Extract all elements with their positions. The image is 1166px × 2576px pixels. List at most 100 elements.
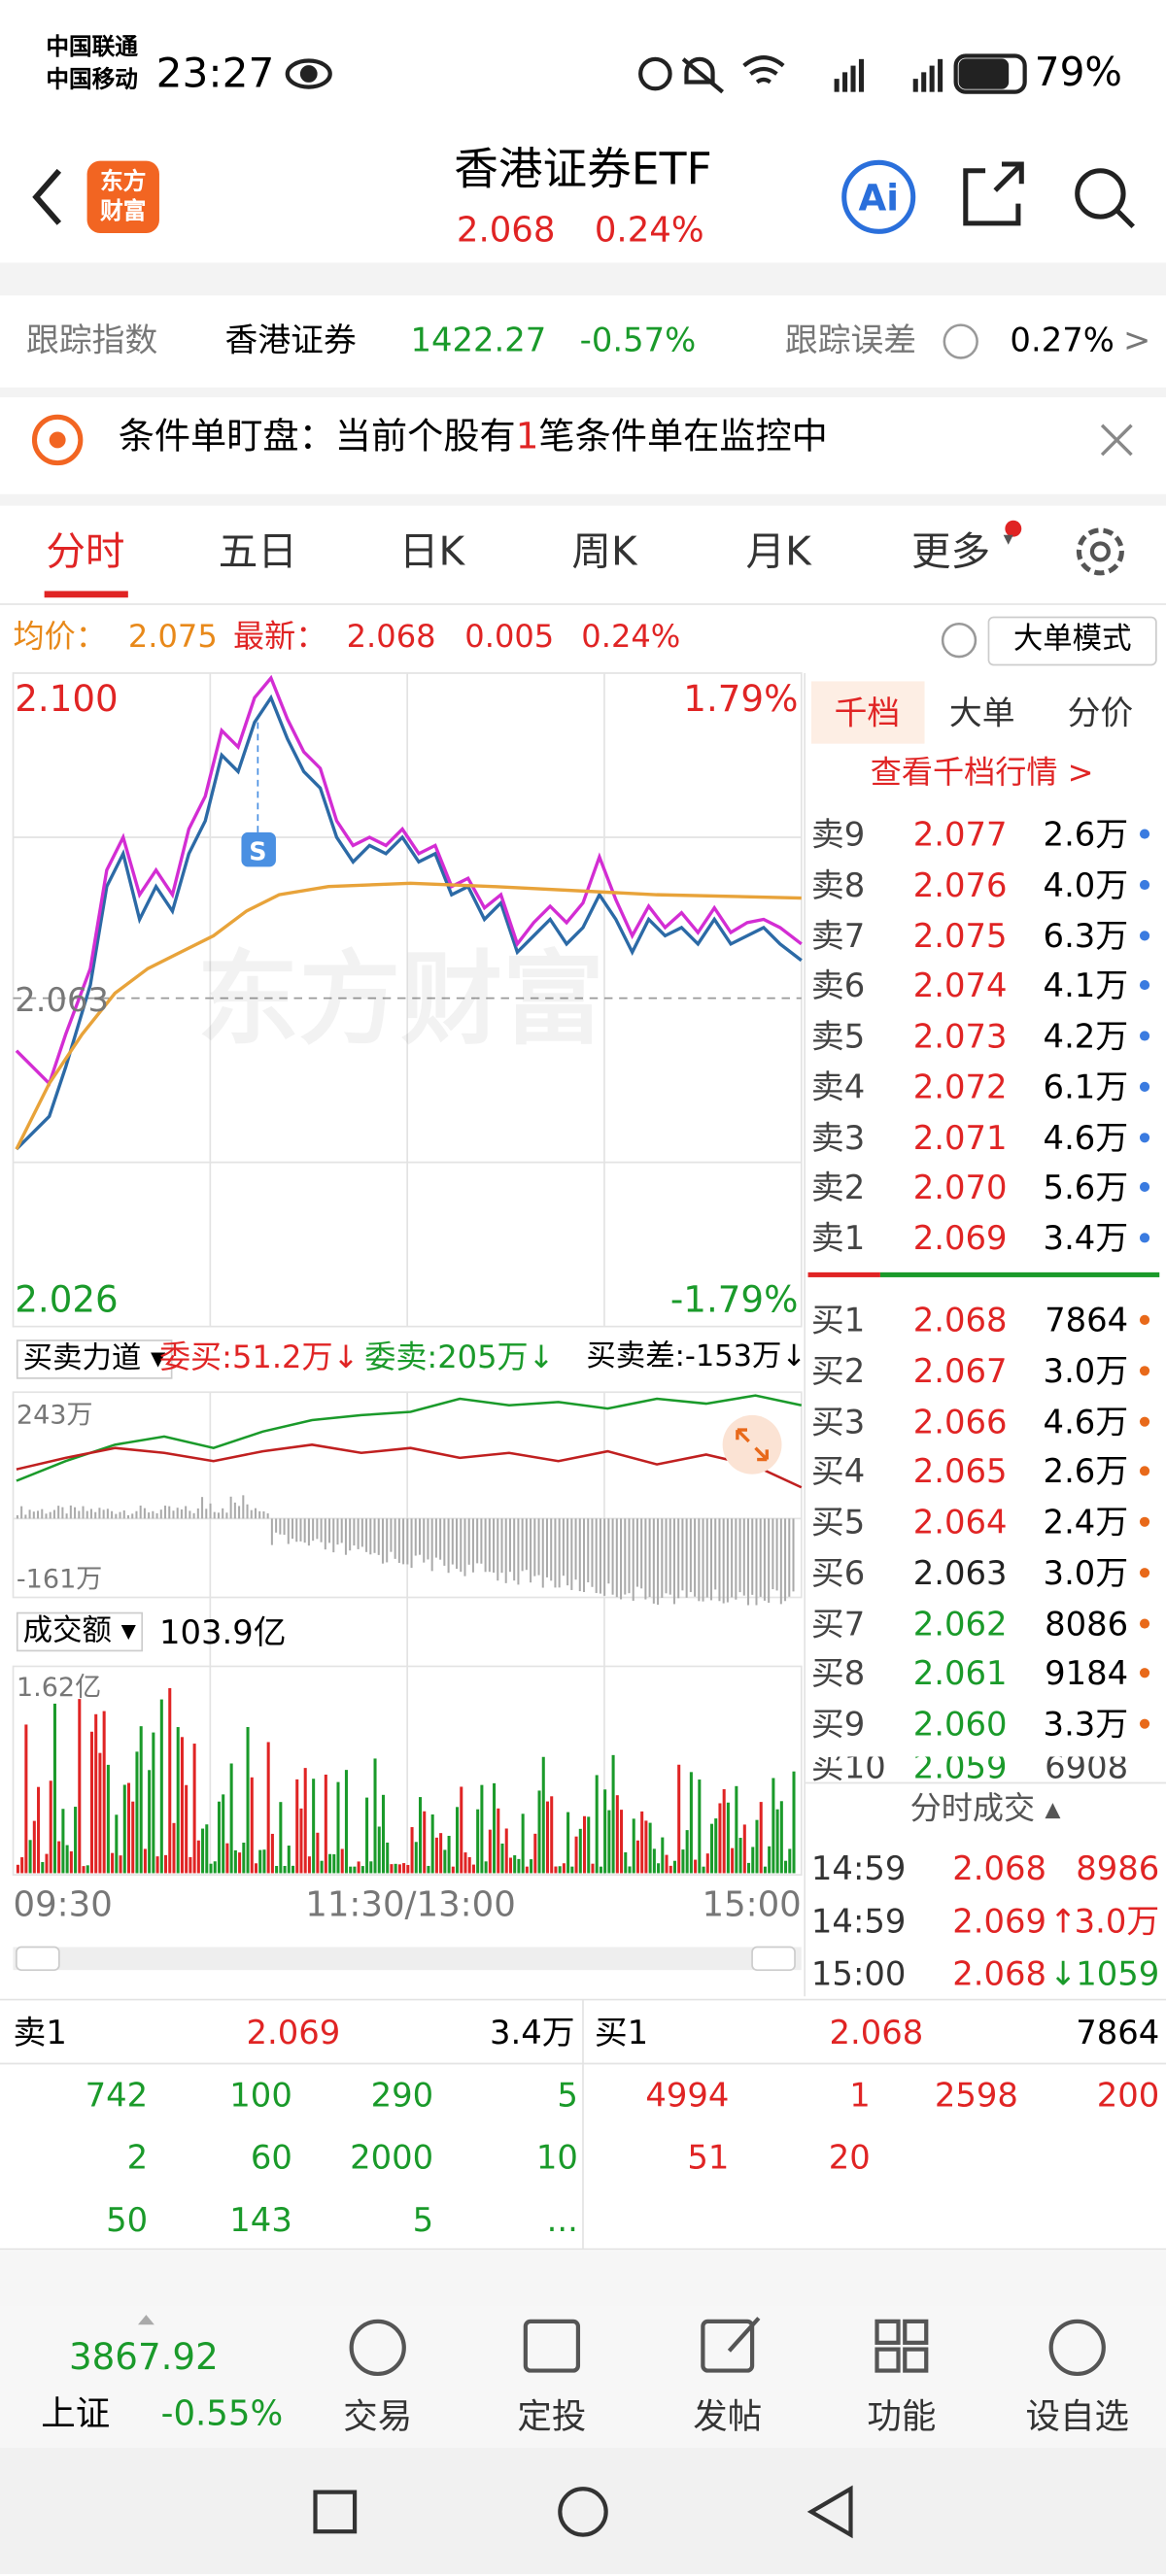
time-label: 15:00 (702, 1884, 802, 1924)
flow-bar (299, 1518, 302, 1542)
flow-bar (340, 1518, 343, 1543)
flow-bar (205, 1508, 208, 1519)
volume: 4.6万 (1043, 1401, 1129, 1441)
book-tab[interactable]: 大单 (948, 693, 1015, 732)
flow-bar (694, 1518, 697, 1597)
mode[interactable]: 大单模式 (1012, 622, 1132, 658)
volume-bar (185, 1784, 189, 1874)
price: 2.059 (912, 1756, 1008, 1781)
volume-bar (632, 1818, 635, 1874)
flow-selector[interactable]: 买卖力道 ▾ (16, 1339, 173, 1379)
share-button[interactable] (963, 161, 1024, 226)
dot (1139, 1365, 1150, 1375)
trades-title[interactable]: 分时成交 ▴ (909, 1790, 1061, 1828)
flow-bar (792, 1518, 795, 1592)
volume-bar (295, 1779, 299, 1874)
flow-bar (353, 1518, 356, 1546)
flow-bar (126, 1514, 130, 1519)
tab[interactable]: 分时 (46, 528, 125, 575)
level: 卖6 (810, 966, 866, 1005)
volume-bar (340, 1848, 344, 1874)
volume: 5.6万 (1043, 1168, 1129, 1207)
flow-bar (591, 1518, 594, 1587)
volume-bar (558, 1866, 562, 1874)
flow-bar (554, 1518, 557, 1588)
price: 2.068 (912, 1300, 1008, 1340)
flow-bar (250, 1509, 253, 1519)
mode-button[interactable] (987, 616, 1157, 666)
flow-bar (189, 1510, 191, 1519)
volume-selector[interactable]: 成交额 ▾ (16, 1611, 143, 1652)
volume-bar (521, 1813, 525, 1874)
volume-bar (463, 1852, 467, 1874)
nav-item[interactable]: 功能 (867, 2396, 937, 2437)
flow-bar (69, 1505, 72, 1519)
level: 买3 (810, 1401, 866, 1441)
search-button[interactable] (1075, 168, 1126, 220)
vol: 7864 (1076, 2013, 1160, 2052)
volume-bar (759, 1802, 763, 1874)
volume-bar (122, 1784, 126, 1874)
nav-item[interactable]: 发帖 (693, 2396, 763, 2437)
volume-bar (397, 1864, 401, 1874)
settings[interactable] (1076, 527, 1124, 576)
volume-bar (168, 1687, 172, 1874)
volume-bar (488, 1829, 492, 1874)
ai-button[interactable] (841, 159, 916, 234)
flow-bar (155, 1512, 158, 1519)
dot (1139, 1031, 1150, 1041)
volume-bar (283, 1865, 287, 1874)
direction: ↓ (1049, 1953, 1078, 1993)
flow-bar (365, 1518, 368, 1552)
flow-bar (312, 1518, 315, 1542)
tab[interactable]: 日K (398, 528, 465, 575)
book-tab[interactable]: 千档 (834, 693, 901, 732)
link[interactable]: 查看千档行情 > (870, 755, 1094, 792)
nav-item[interactable]: 定投 (517, 2396, 587, 2437)
nav-item[interactable]: 交易 (343, 2396, 413, 2437)
volume-bar (500, 1843, 504, 1874)
change: -0.57% (579, 320, 697, 360)
volume-bar (427, 1865, 430, 1874)
nav-item[interactable]: 设自选 (1025, 2396, 1129, 2437)
label: 均价： (13, 619, 107, 656)
signal-label: S (249, 837, 266, 866)
flow-bar (225, 1512, 228, 1519)
tab[interactable]: 月K (745, 528, 811, 575)
back-button[interactable] (32, 168, 62, 225)
battery: 79% (1034, 49, 1122, 96)
volume-bar (755, 1819, 759, 1874)
flow-bar (287, 1518, 290, 1544)
flow-bar (390, 1518, 393, 1552)
volume-bar (772, 1778, 775, 1874)
flow-bar (624, 1518, 627, 1595)
book-tab[interactable]: 分价 (1067, 693, 1134, 732)
change: 0.005 (464, 619, 555, 656)
volume-bar (447, 1836, 451, 1874)
index-value[interactable]: 3867.92 (68, 2337, 219, 2380)
logo (86, 160, 159, 234)
volume-bar (32, 1820, 36, 1874)
nav-icons (313, 2317, 1106, 2539)
volume-bar (705, 1853, 709, 1874)
flow-bar (164, 1506, 167, 1519)
tab[interactable]: 周K (571, 528, 637, 575)
flow-bar (254, 1508, 257, 1519)
flow-bar (726, 1518, 729, 1603)
volume-bar (603, 1789, 607, 1874)
banner[interactable]: 条件单盯盘：当前个股有1笔条件单在监控中 (119, 420, 828, 457)
volume-bar (324, 1774, 327, 1874)
flow-bar (316, 1518, 319, 1540)
tab[interactable]: 更多 (911, 528, 991, 575)
tab[interactable]: 五日 (218, 528, 297, 575)
level: 卖8 (810, 864, 866, 904)
value: 1422.27 (410, 320, 547, 360)
volume-bar (373, 1758, 377, 1874)
order: 100 (229, 2075, 292, 2115)
flow-bar (447, 1518, 450, 1574)
flow-bar (65, 1513, 68, 1519)
order: 51 (687, 2137, 730, 2178)
volume-bar (320, 1860, 324, 1874)
flow-bar (583, 1518, 586, 1593)
close-button[interactable] (1100, 424, 1133, 457)
